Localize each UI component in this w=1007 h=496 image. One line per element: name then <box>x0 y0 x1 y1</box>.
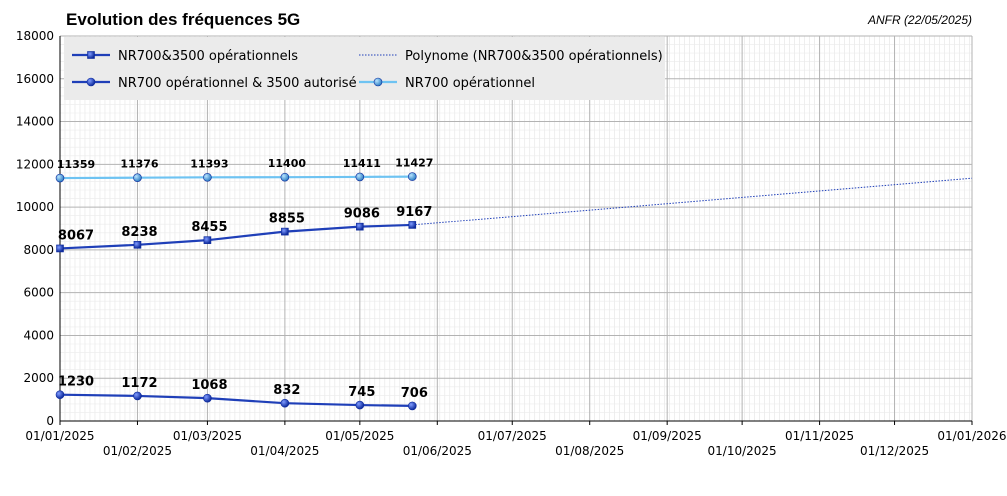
legend-marker <box>373 77 383 87</box>
data-label: 11427 <box>395 157 433 170</box>
data-label: 11359 <box>57 158 95 171</box>
y-tick-label: 12000 <box>16 157 54 171</box>
y-tick-label: 6000 <box>23 286 54 300</box>
x-tick-label: 01/01/2026 <box>937 429 1006 443</box>
grid <box>59 35 973 422</box>
data-point <box>133 391 142 401</box>
data-point <box>280 172 290 182</box>
data-point <box>55 390 65 399</box>
data-point <box>56 244 64 253</box>
data-label: 1230 <box>58 375 94 390</box>
data-label: 9086 <box>344 207 380 222</box>
y-tick-label: 10000 <box>16 200 54 214</box>
y-tick-label: 14000 <box>16 115 54 129</box>
data-label: 832 <box>273 383 300 398</box>
data-label: 706 <box>401 386 428 401</box>
legend-item-nr700-3500-autorise: NR700 opérationnel & 3500 autorisé <box>72 76 357 91</box>
x-tick-label: 01/07/2025 <box>478 429 547 443</box>
data-label: 8455 <box>191 220 227 235</box>
axes: 0 2000 4000 6000 8000 10000 12000 14000 16000 180… <box>16 29 1007 458</box>
legend-label: NR700&3500 opérationnels <box>118 49 298 64</box>
x-tick-label: 01/02/2025 <box>103 444 172 458</box>
data-point <box>203 236 212 244</box>
legend-label: Polynome (NR700&3500 opérationnels) <box>405 49 663 64</box>
data-point <box>408 401 417 411</box>
data-label: 11400 <box>268 157 307 170</box>
x-tick-label: 01/04/2025 <box>250 444 319 458</box>
data-point <box>408 221 417 229</box>
series-nr700-line <box>59 175 413 180</box>
data-label: 8067 <box>58 228 94 243</box>
data-label: 11393 <box>190 157 228 170</box>
data-point <box>203 393 212 403</box>
data-label: 11411 <box>343 157 381 170</box>
series-nr700 <box>55 172 417 183</box>
data-point <box>133 240 142 249</box>
data-point <box>133 173 142 182</box>
x-tick-label: 01/03/2025 <box>173 429 242 443</box>
data-point <box>280 398 290 408</box>
data-point <box>355 172 365 182</box>
legend-item-trendline: Polynome (NR700&3500 opérationnels) <box>359 49 663 64</box>
trendline <box>412 177 973 226</box>
x-tick-label: 01/10/2025 <box>708 444 777 458</box>
legend-marker <box>86 77 96 87</box>
chart-title: Evolution des fréquences 5G <box>66 10 300 29</box>
x-tick-label: 01/06/2025 <box>403 444 472 458</box>
legend-marker <box>87 51 95 59</box>
y-tick-label: 4000 <box>23 328 54 342</box>
data-point <box>356 222 364 231</box>
y-tick-label: 18000 <box>16 29 54 43</box>
legend-label: NR700 opérationnel <box>405 76 535 91</box>
x-tick-label: 01/01/2025 <box>25 429 94 443</box>
data-point <box>281 227 289 236</box>
series-layer <box>55 172 973 411</box>
legend: NR700&3500 opérationnels NR700 opérationn… <box>64 37 665 100</box>
x-tick-label: 01/09/2025 <box>633 429 702 443</box>
x-tick-label: 01/12/2025 <box>860 444 929 458</box>
data-labels: 8067 8238 8455 8855 9086 9167 1230 1172 1068 832 7… <box>57 157 434 401</box>
data-point <box>203 173 212 182</box>
series-nr700-3500-autorise <box>55 390 417 411</box>
data-label: 8855 <box>269 212 305 227</box>
data-point <box>355 400 365 410</box>
x-tick-label: 01/08/2025 <box>555 444 624 458</box>
data-point <box>55 173 65 183</box>
x-tick-label: 01/11/2025 <box>785 429 854 443</box>
x-tick-label: 01/05/2025 <box>325 429 394 443</box>
data-label: 11376 <box>120 158 159 171</box>
series-nr700-3500 <box>56 221 417 253</box>
y-tick-label: 0 <box>46 414 54 428</box>
legend-label: NR700 opérationnel & 3500 autorisé <box>118 76 357 91</box>
data-label: 1068 <box>191 378 227 393</box>
chart-source: ANFR (22/05/2025) <box>867 13 972 27</box>
y-tick-label: 8000 <box>23 243 54 257</box>
data-label: 8238 <box>121 225 157 240</box>
data-label: 745 <box>348 385 375 400</box>
series-nr700-3500-line <box>59 223 413 250</box>
legend-box <box>64 37 665 100</box>
legend-item-nr700: NR700 opérationnel <box>359 76 535 91</box>
data-label: 1172 <box>121 376 157 391</box>
data-label: 9167 <box>396 205 432 220</box>
series-nr700-3500-autorise-line <box>59 393 413 407</box>
data-point <box>408 172 417 181</box>
y-tick-label: 16000 <box>16 72 54 86</box>
legend-item-nr700-3500: NR700&3500 opérationnels <box>72 49 298 64</box>
y-tick-label: 2000 <box>23 371 54 385</box>
